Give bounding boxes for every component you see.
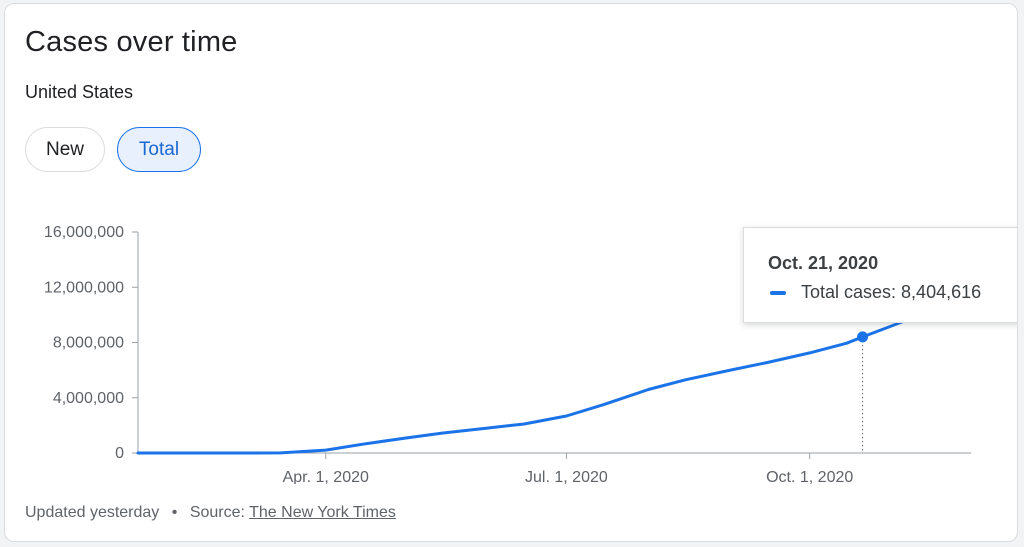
cases-card: Cases over time United States New Total …: [4, 3, 1018, 542]
y-tick-label: 16,000,000: [44, 224, 124, 241]
x-tick-label: Jul. 1, 2020: [525, 469, 608, 484]
new-cases-toggle[interactable]: New: [25, 127, 105, 172]
y-tick-label: 4,000,000: [53, 390, 124, 407]
source-prefix: Source:: [189, 504, 245, 521]
chart-title: Cases over time: [25, 26, 238, 58]
tooltip-series-swatch: [770, 291, 786, 295]
source-link[interactable]: The New York Times: [249, 504, 396, 521]
footer-separator: •: [171, 504, 178, 521]
updated-text: Updated yesterday: [25, 504, 160, 521]
y-tick-label: 8,000,000: [53, 335, 124, 352]
footer: Updated yesterday • Source: The New York…: [25, 504, 396, 522]
x-tick-label: Apr. 1, 2020: [283, 469, 369, 484]
tooltip-date: Oct. 21, 2020: [768, 253, 879, 273]
y-tick-label: 12,000,000: [44, 279, 124, 296]
total-cases-toggle[interactable]: Total: [117, 127, 201, 172]
cases-line-chart[interactable]: 0 4,000,000 8,000,000 12,000,000 16,000,000 A…: [5, 4, 1018, 484]
chart-tooltip: Oct. 21, 2020 Total cases: 8,404,616: [743, 227, 1017, 323]
y-tick-label: 0: [115, 445, 124, 462]
location-label: United States: [25, 82, 134, 102]
highlight-point: [857, 331, 869, 343]
x-tick-label: Oct. 1, 2020: [766, 469, 853, 484]
tooltip-value: Total cases: 8,404,616: [801, 282, 982, 302]
total-cases-line: [136, 313, 923, 455]
